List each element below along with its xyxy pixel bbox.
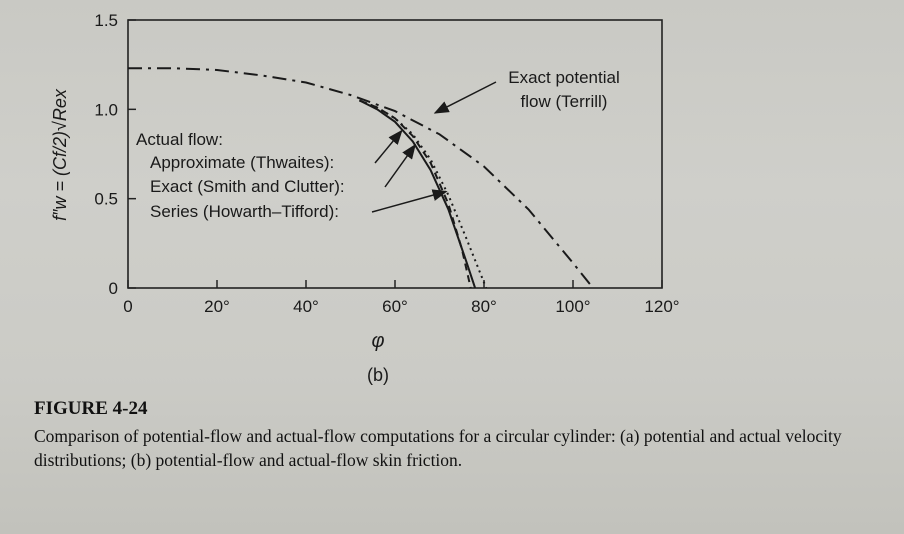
- panel-label: (b): [367, 365, 389, 385]
- x-tick-label: 60°: [382, 297, 408, 316]
- series-arrow-2: [384, 143, 416, 188]
- x-tick-label: 20°: [204, 297, 230, 316]
- y-tick-label: 1.5: [94, 11, 118, 30]
- y-tick-label: 1.0: [94, 100, 118, 119]
- figure-label: FIGURE 4-24: [34, 398, 148, 419]
- series-arrow-3: [371, 189, 448, 213]
- y-axis-label: f″w = (Cf/2)√Rex: [50, 88, 70, 221]
- y-tick-label: 0.5: [94, 190, 118, 209]
- potential-flow-arrow: [433, 81, 497, 114]
- x-tick-label: 40°: [293, 297, 319, 316]
- series-label-1: Approximate (Thwaites):: [150, 153, 334, 172]
- figure-caption: FIGURE 4-24 Comparison of potential-flow…: [34, 398, 894, 472]
- series-arrow-1: [374, 129, 403, 164]
- x-tick-label: 80°: [471, 297, 497, 316]
- potential-flow-label: flow (Terrill): [521, 92, 608, 111]
- x-tick-label: 120°: [644, 297, 679, 316]
- series-line-1: [358, 99, 477, 289]
- x-tick-label: 0: [123, 297, 132, 316]
- potential-flow-label: Exact potential: [508, 68, 620, 87]
- series-line-2: [359, 99, 472, 289]
- x-axis-label: φ: [371, 330, 384, 352]
- x-tick-label: 100°: [555, 297, 590, 316]
- legend-heading: Actual flow:: [136, 130, 223, 149]
- series-line-3: [359, 99, 488, 289]
- y-tick-label: 0: [109, 279, 118, 298]
- series-label-3: Series (Howarth–Tifford):: [150, 202, 339, 221]
- skin-friction-chart: 0 20° 40° 60° 80° 100° 120° 0 0.5 1.0 1.5 f″w = (Cf…: [50, 11, 680, 385]
- figure-caption-text: Comparison of potential-flow and actual-…: [34, 426, 842, 470]
- series-label-2: Exact (Smith and Clutter):: [150, 177, 345, 196]
